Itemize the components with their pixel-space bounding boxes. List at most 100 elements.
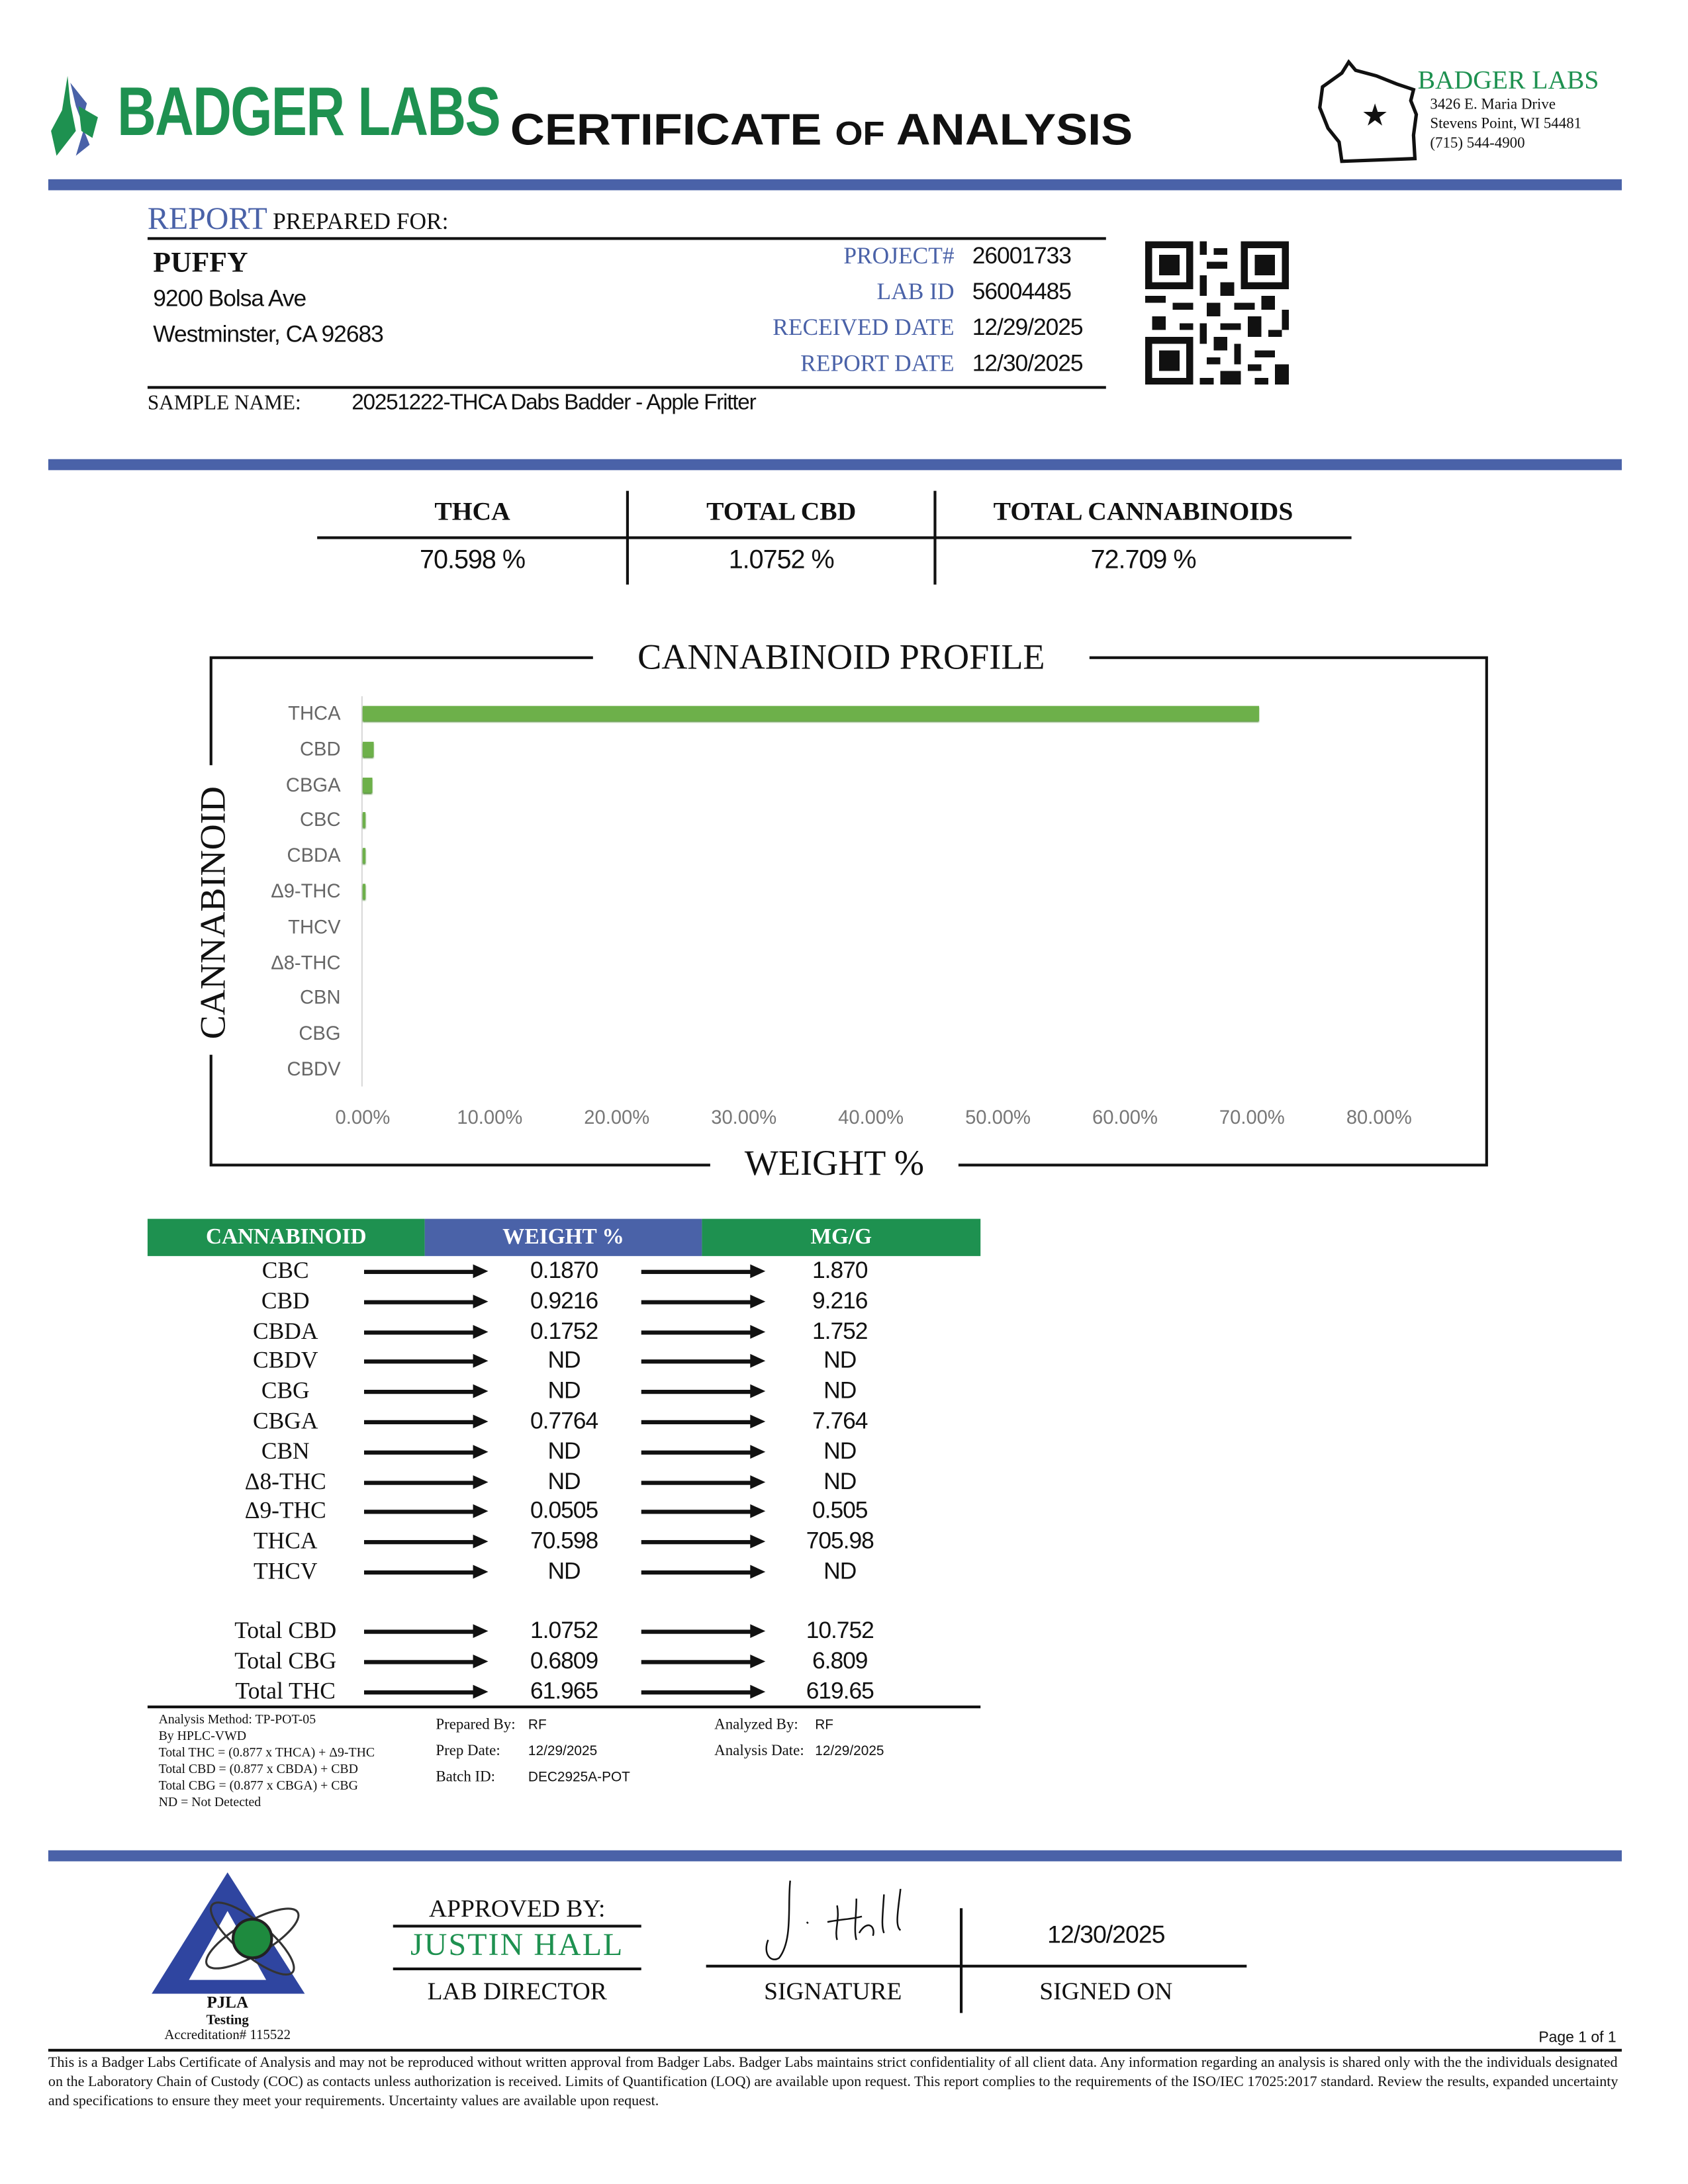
weight-percent: 0.1870 xyxy=(530,1257,598,1284)
client-street: 9200 Bolsa Ave xyxy=(153,285,306,312)
received-date-label: RECEIVED DATE xyxy=(773,314,955,341)
rule xyxy=(393,1967,641,1971)
summary-total-cbd-label: TOTAL CBD xyxy=(706,498,857,527)
x-tick-label: 30.00% xyxy=(711,1105,777,1128)
table-row: CBD 0.9216 9.216 xyxy=(148,1287,980,1318)
lab-id-label: LAB ID xyxy=(876,278,955,305)
arrow-icon xyxy=(641,1414,766,1429)
note-line: Total CBD = (0.877 x CBDA) + CBD xyxy=(158,1763,358,1778)
arrow-icon xyxy=(641,1565,766,1579)
batch-id-label: Batch ID: xyxy=(436,1768,496,1786)
weight-percent: 0.0505 xyxy=(530,1498,598,1524)
table-row: CBG ND ND xyxy=(148,1378,980,1408)
rule xyxy=(393,1925,641,1928)
qr-code[interactable] xyxy=(1145,241,1289,385)
cannabinoid-name: THCA xyxy=(254,1527,318,1555)
weight-percent: 61.965 xyxy=(530,1677,598,1704)
cannabinoid-name: CBDA xyxy=(253,1317,318,1344)
arrow-icon xyxy=(363,1354,489,1369)
bar-CBD xyxy=(362,741,375,757)
arrow-icon xyxy=(641,1654,766,1668)
analysis-info: Analyzed By: RF Analysis Date: 12/29/2025 xyxy=(714,1712,884,1764)
arrow-icon xyxy=(641,1294,766,1308)
y-tick-label: CBGA xyxy=(285,772,341,796)
lab-id-value: 56004485 xyxy=(972,278,1072,305)
arrow-icon xyxy=(363,1324,489,1339)
prep-date-label: Prep Date: xyxy=(436,1743,500,1760)
divider xyxy=(933,490,937,585)
svg-text:★: ★ xyxy=(1362,99,1389,132)
cannabinoid-name: CBG xyxy=(261,1377,310,1404)
mg-per-g: ND xyxy=(823,1377,857,1404)
arrow-icon xyxy=(641,1385,766,1398)
arrow-icon xyxy=(641,1624,766,1638)
prepared-by-label: Prepared By: xyxy=(436,1716,516,1733)
ylabel-mask xyxy=(193,765,235,1055)
cannabinoid-name: CBGA xyxy=(253,1408,318,1434)
weight-percent: ND xyxy=(547,1347,581,1374)
mg-per-g: 0.505 xyxy=(812,1498,868,1524)
footer-divider xyxy=(48,1850,1622,1862)
signed-on-label: SIGNED ON xyxy=(1039,1977,1173,2005)
note-line: Analysis Method: TP-POT-05 xyxy=(158,1713,316,1728)
analysis-date-value: 12/29/2025 xyxy=(815,1744,884,1760)
x-tick-label: 50.00% xyxy=(965,1105,1031,1128)
y-tick-label: CBDA xyxy=(287,844,341,866)
chart-title: CANNABINOID PROFILE xyxy=(592,637,1090,678)
summary-total-cannabinoids-value: 72.709 % xyxy=(1090,545,1197,575)
mg-per-g: ND xyxy=(823,1347,857,1374)
y-tick-label: CBDV xyxy=(287,1057,341,1080)
x-tick-label: 0.00% xyxy=(335,1105,391,1128)
analysis-date-label: Analysis Date: xyxy=(714,1743,804,1760)
arrow-icon xyxy=(641,1354,766,1369)
arrow-icon xyxy=(363,1414,489,1429)
table-row: CBGA 0.7764 7.764 xyxy=(148,1408,980,1438)
report-date-label: REPORT DATE xyxy=(800,350,955,377)
y-tick-label: CBD xyxy=(299,737,341,760)
table-row: CBDV ND ND xyxy=(148,1347,980,1378)
arrow-icon xyxy=(641,1264,766,1279)
client-name: PUFFY xyxy=(153,245,248,279)
weight-percent: 0.9216 xyxy=(530,1287,598,1314)
address-line-1: 3426 E. Maria Drive xyxy=(1430,96,1556,113)
table-row: CBC 0.1870 1.870 xyxy=(148,1257,980,1288)
cannabinoid-name: Δ8-THC xyxy=(244,1467,326,1494)
mg-per-g: ND xyxy=(823,1467,857,1494)
cannabinoid-name: Total CBD xyxy=(234,1617,337,1644)
header-divider xyxy=(48,179,1622,191)
pjla-name: PJLA xyxy=(207,1992,248,2012)
mg-per-g: ND xyxy=(823,1558,857,1584)
arrow-icon xyxy=(363,1654,489,1668)
address-line-2: Stevens Point, WI 54481 xyxy=(1430,115,1582,132)
summary-total-cbd-value: 1.0752 % xyxy=(728,545,835,575)
analyzed-by-value: RF xyxy=(815,1717,834,1733)
rule xyxy=(317,536,1352,539)
bar-CBGA xyxy=(362,777,373,793)
chart-frame xyxy=(209,656,1488,1167)
x-tick-label: 40.00% xyxy=(838,1105,904,1128)
client-city: Westminster, CA 92683 xyxy=(153,321,384,347)
y-tick-label: CBG xyxy=(299,1022,341,1044)
arrow-icon xyxy=(363,1504,489,1519)
weight-percent: ND xyxy=(547,1377,581,1404)
x-tick-label: 70.00% xyxy=(1219,1105,1285,1128)
prep-date-value: 12/29/2025 xyxy=(528,1744,598,1760)
arrow-icon xyxy=(641,1535,766,1549)
title-part1: CERTIFICATE xyxy=(510,105,822,155)
title-part2: ANALYSIS xyxy=(896,105,1133,155)
arrow-icon xyxy=(363,1385,489,1398)
report-date-value: 12/30/2025 xyxy=(972,350,1084,377)
arrow-icon xyxy=(363,1565,489,1579)
report-prepared-for: REPORT PREPARED FOR: xyxy=(148,201,449,237)
arrow-icon xyxy=(641,1504,766,1519)
y-tick-label: THCV xyxy=(288,915,341,938)
cannabinoid-name: CBC xyxy=(261,1257,309,1284)
table-row: Δ8-THC ND ND xyxy=(148,1468,980,1498)
document-title: CERTIFICATE of ANALYSIS xyxy=(510,105,1133,156)
mg-per-g: 1.752 xyxy=(812,1317,868,1344)
bar-CBDA xyxy=(362,848,365,864)
footer-rule xyxy=(48,2048,1622,2052)
rule xyxy=(147,1706,981,1709)
method-notes: Analysis Method: TP-POT-05 By HPLC-VWD T… xyxy=(159,1712,375,1811)
signature-label: SIGNATURE xyxy=(764,1977,902,2005)
